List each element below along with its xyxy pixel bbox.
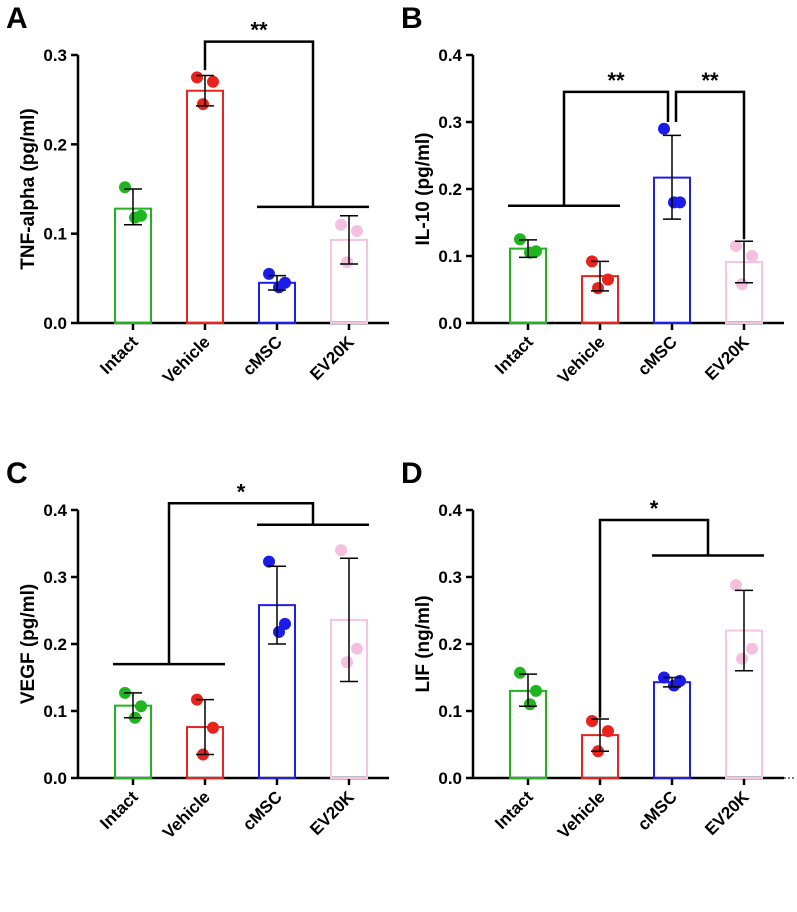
y-tick-label: 0.4 bbox=[43, 501, 67, 520]
data-point bbox=[129, 211, 141, 224]
x-tick-label-ev20k: EV20K bbox=[701, 332, 753, 384]
data-point bbox=[592, 282, 604, 295]
data-point bbox=[658, 122, 670, 135]
data-point bbox=[668, 196, 680, 209]
y-tick-label: 0.1 bbox=[43, 702, 67, 721]
y-tick-label: 0.1 bbox=[438, 247, 462, 266]
data-point bbox=[197, 98, 209, 111]
data-point bbox=[135, 700, 147, 713]
x-tick-label-cmsc: cMSC bbox=[239, 787, 286, 834]
y-tick-label: 0.0 bbox=[43, 314, 67, 333]
x-tick-label-vehicle: Vehicle bbox=[159, 787, 214, 842]
panel-C: C VEGF (pg/ml) 0.0 0.1 0.2 0.3 0.4 Intact Vehicl… bbox=[6, 457, 389, 842]
y-tick-label: 0.3 bbox=[43, 46, 67, 65]
x-tick-label-vehicle: Vehicle bbox=[554, 332, 609, 387]
x-tick-label-vehicle: Vehicle bbox=[159, 332, 214, 387]
y-tick-label: 0.0 bbox=[438, 314, 462, 333]
y-tick-label: 0.3 bbox=[43, 568, 67, 587]
y-axis-label: VEGF (pg/ml) bbox=[18, 584, 39, 704]
significance-label: ** bbox=[607, 68, 625, 93]
significance-label: ** bbox=[701, 68, 719, 93]
data-point bbox=[351, 224, 363, 237]
data-point bbox=[341, 656, 353, 669]
data-point bbox=[602, 725, 614, 738]
data-point bbox=[273, 281, 285, 294]
data-point bbox=[341, 256, 353, 269]
significance-bracket bbox=[167, 502, 315, 665]
data-point bbox=[746, 250, 758, 262]
x-tick-label-ev20k: EV20K bbox=[701, 787, 753, 839]
data-point bbox=[335, 544, 347, 557]
data-point bbox=[191, 71, 203, 84]
x-tick-label-intact: Intact bbox=[491, 787, 537, 833]
y-tick-label: 0.1 bbox=[43, 225, 67, 244]
bar-intact bbox=[509, 247, 547, 325]
y-tick-label: 0.2 bbox=[43, 135, 67, 154]
significance-label: * bbox=[237, 479, 246, 504]
data-point bbox=[263, 555, 275, 568]
significance-bracket bbox=[562, 90, 670, 206]
significance-bracket bbox=[598, 518, 710, 718]
data-point bbox=[524, 698, 536, 711]
x-tick-label-cmsc: cMSC bbox=[634, 787, 681, 834]
data-point bbox=[335, 218, 347, 231]
significance-bracket bbox=[674, 90, 746, 240]
panel-letter: A bbox=[6, 2, 28, 35]
y-tick-label: 0.0 bbox=[438, 769, 462, 788]
x-tick-label-intact: Intact bbox=[96, 332, 142, 378]
panel-letter: B bbox=[401, 2, 423, 35]
y-tick-label: 0.1 bbox=[438, 702, 462, 721]
y-tick-label: 0.0 bbox=[43, 769, 67, 788]
data-point bbox=[119, 181, 131, 194]
significance-label: ** bbox=[250, 18, 268, 43]
data-point bbox=[263, 267, 275, 280]
panel-B: B IL-10 (pg/ml) 0.0 0.1 0.2 0.3 0.4 Intact Vehic… bbox=[401, 2, 784, 387]
panel-letter: C bbox=[6, 457, 28, 490]
x-tick-label-ev20k: EV20K bbox=[306, 787, 358, 839]
data-point bbox=[736, 652, 748, 665]
x-tick-label-cmsc: cMSC bbox=[634, 332, 681, 379]
data-point bbox=[586, 715, 598, 728]
data-point bbox=[524, 246, 536, 259]
data-point bbox=[668, 679, 680, 692]
y-tick-label: 0.2 bbox=[438, 635, 462, 654]
data-point bbox=[730, 239, 742, 252]
data-point bbox=[273, 625, 285, 638]
bar-intact bbox=[114, 207, 152, 324]
y-tick-label: 0.3 bbox=[438, 568, 462, 587]
x-tick-label-intact: Intact bbox=[491, 332, 537, 378]
data-point bbox=[746, 642, 758, 655]
y-axis-label: TNF-alpha (pg/ml) bbox=[18, 108, 39, 269]
data-point bbox=[736, 278, 748, 291]
y-tick-label: 0.4 bbox=[438, 46, 462, 65]
panel-A: A TNF-alpha (pg/ml) 0.0 0.1 0.2 0.3 Intact Vehi… bbox=[6, 2, 389, 387]
data-point bbox=[602, 273, 614, 286]
data-point bbox=[530, 684, 542, 697]
y-tick-label: 0.2 bbox=[43, 635, 67, 654]
panel-D: D LIF (ng/ml) 0.0 0.1 0.2 0.3 0.4 Intact Vehicle… bbox=[401, 457, 795, 842]
bar-cmsc bbox=[653, 681, 691, 779]
y-axis-label: LIF (ng/ml) bbox=[413, 595, 434, 692]
x-tick-label-vehicle: Vehicle bbox=[554, 787, 609, 842]
data-point bbox=[351, 642, 363, 655]
x-tick-label-ev20k: EV20K bbox=[306, 332, 358, 384]
significance-bracket bbox=[203, 40, 315, 207]
bar-vehicle bbox=[186, 89, 224, 324]
data-point bbox=[514, 666, 526, 679]
y-tick-label: 0.4 bbox=[438, 501, 462, 520]
y-tick-label: 0.2 bbox=[438, 180, 462, 199]
panel-letter: D bbox=[401, 457, 423, 490]
y-axis-label: IL-10 (pg/ml) bbox=[413, 133, 434, 246]
data-point bbox=[207, 721, 219, 734]
y-tick-label: 0.3 bbox=[438, 113, 462, 132]
x-tick-label-cmsc: cMSC bbox=[239, 332, 286, 379]
x-tick-label-intact: Intact bbox=[96, 787, 142, 833]
significance-label: * bbox=[650, 496, 659, 521]
data-point bbox=[207, 75, 219, 88]
data-point bbox=[730, 579, 742, 592]
